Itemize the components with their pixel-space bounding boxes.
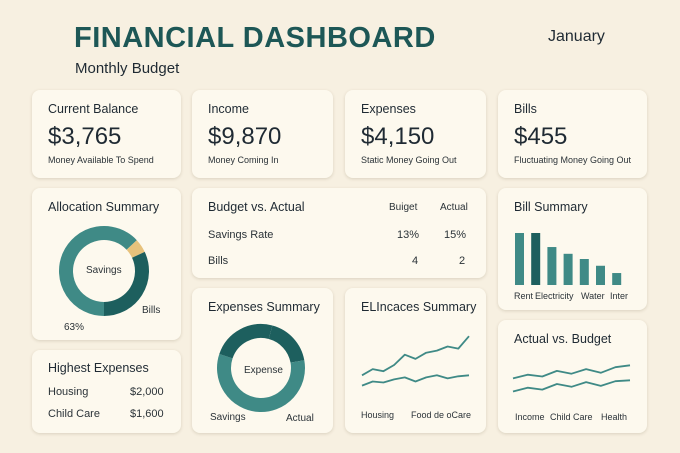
card-title: Actual vs. Budget (514, 332, 612, 346)
card-title: Bill Summary (514, 200, 588, 214)
bar-label: Electricity (535, 291, 574, 301)
budget-vs-actual-card: Budget vs. Actual Buiget Actual Savings … (192, 188, 486, 278)
table-row-label: Savings Rate (208, 229, 274, 241)
kpi-title: Income (208, 102, 249, 116)
kpi-title: Bills (514, 102, 537, 116)
bar-label: Inter (610, 291, 629, 301)
bar-label: Rent (514, 291, 534, 301)
expense-row-value: $2,000 (130, 386, 164, 398)
table-cell-budget: 4 (412, 255, 419, 267)
savings-label: Savings (210, 412, 246, 423)
kpi-value: $4,150 (361, 123, 435, 150)
allocation-summary-card: Allocation Summary Savings Bills 63% (32, 188, 181, 340)
card-title: Budget vs. Actual (208, 200, 305, 214)
kpi-card-income: Income $9,870 Money Coming In (192, 90, 333, 178)
actual-vs-budget-line-chart (512, 364, 631, 393)
x-label: Child Care (550, 412, 593, 422)
month-selector[interactable]: January (548, 28, 605, 45)
column-header-actual: Actual (440, 202, 468, 213)
x-label: Income (515, 412, 545, 422)
table-cell-actual: 2 (459, 255, 466, 267)
kpi-title: Expenses (361, 102, 416, 116)
expenses-summary-card: Expenses Summary Expense Savings Actual (192, 288, 333, 433)
card-title: ELIncaces Summary (361, 300, 477, 314)
kpi-card-current-balance: Current Balance $3,765 Money Available T… (32, 90, 181, 178)
table-cell-actual: 15% (444, 229, 467, 241)
kpi-caption: Fluctuating Money Going Out (514, 155, 632, 165)
donut-slice-savings (59, 226, 137, 316)
card-title: Allocation Summary (48, 200, 160, 214)
table-cell-budget: 13% (397, 229, 420, 241)
donut-slice-expense (217, 353, 305, 412)
donut-slice-savings (268, 325, 305, 364)
kpi-value: $3,765 (48, 123, 122, 150)
donut-center-label: Expense (244, 365, 283, 376)
kpi-value: $455 (514, 123, 568, 150)
expenses-donut-chart (217, 324, 305, 412)
actual-vs-budget-card: Actual vs. Budget Income Child Care Heal… (498, 320, 647, 433)
elincaces-summary-card: ELIncaces Summary Housing Food de oCare (345, 288, 486, 433)
bill-bar (612, 273, 622, 285)
page-subtitle: Monthly Budget (75, 60, 180, 77)
series-line-1 (512, 379, 631, 393)
highest-expenses-card: Highest Expenses Housing $2,000 Child Ca… (32, 350, 181, 433)
expense-row-label: Child Care (48, 408, 100, 420)
donut-center-label: Savings (86, 265, 122, 276)
actual-label: Actual (286, 413, 314, 424)
kpi-card-bills: Bills $455 Fluctuating Money Going Out (498, 90, 647, 178)
x-label-left: Housing (361, 410, 395, 420)
bill-bar (563, 253, 573, 285)
bill-bar (531, 233, 541, 285)
kpi-caption: Money Available To Spend (48, 155, 154, 165)
bills-label: Bills (142, 305, 161, 316)
kpi-value: $9,870 (208, 123, 282, 150)
bill-bar (579, 259, 589, 285)
column-header-budget: Buiget (389, 202, 418, 213)
kpi-caption: Money Coming In (208, 155, 279, 165)
donut-slice-bills (126, 240, 145, 259)
x-label-right: Food de oCare (411, 410, 472, 420)
bill-bar-chart (515, 233, 622, 285)
donut-slice-actual (219, 324, 273, 359)
series-line-1 (361, 374, 470, 387)
bar-label: Water (581, 291, 605, 301)
bill-bar (515, 233, 524, 285)
series-line-0 (361, 335, 470, 377)
card-title: Highest Expenses (48, 361, 149, 375)
expense-row-value: $1,600 (130, 408, 164, 420)
card-title: Expenses Summary (208, 300, 320, 314)
kpi-title: Current Balance (48, 102, 139, 116)
percent-label: 63% (64, 322, 85, 333)
kpi-caption: Static Money Going Out (361, 155, 457, 165)
x-label: Health (601, 412, 628, 422)
series-line-0 (512, 364, 631, 380)
elincaces-line-chart (361, 335, 470, 387)
donut-slice-other (103, 251, 149, 316)
expense-row-label: Housing (48, 386, 89, 398)
kpi-card-expenses: Expenses $4,150 Static Money Going Out (345, 90, 486, 178)
table-row-label: Bills (208, 255, 229, 267)
bill-summary-card: Bill Summary Rent Electricity Water Inte… (498, 188, 647, 310)
bill-bar (596, 265, 605, 285)
allocation-donut-chart (59, 226, 149, 316)
bill-bar (547, 247, 557, 285)
page-title: FINANCIAL DASHBOARD (74, 22, 436, 54)
